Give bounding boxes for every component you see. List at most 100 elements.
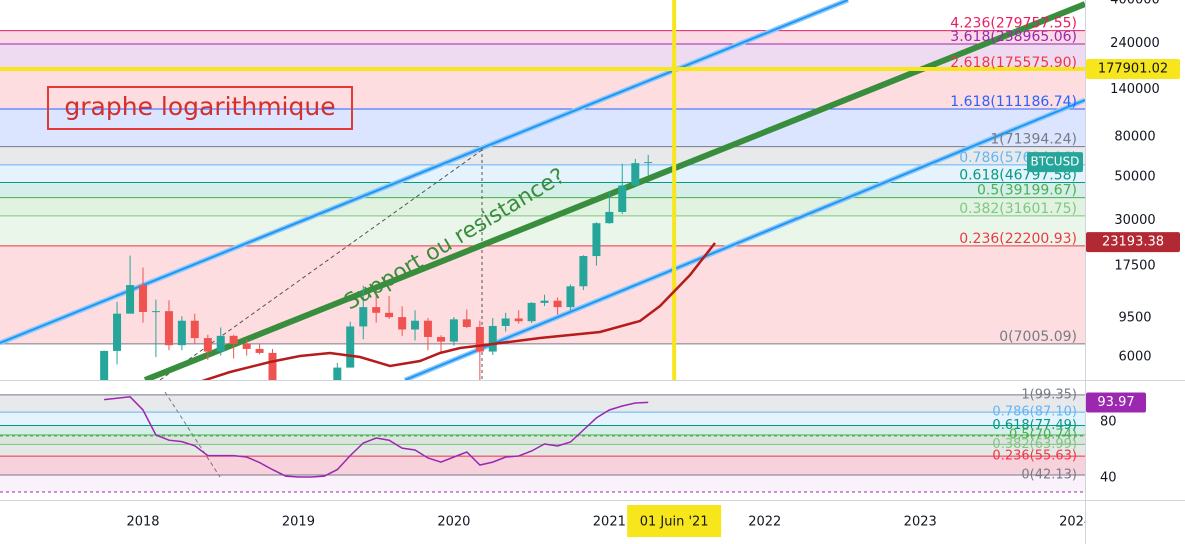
candle-body — [644, 162, 653, 164]
candle-body — [566, 286, 575, 308]
candle-body — [100, 350, 109, 380]
candle-body — [436, 336, 445, 342]
candle-body — [385, 312, 394, 318]
fib-label: 0.786(87.10) — [992, 405, 1077, 420]
x-tick-label: 2019 — [282, 515, 315, 530]
fib-label: 0.618(77.49) — [992, 418, 1077, 433]
candle-body — [190, 320, 199, 339]
candle-body — [475, 326, 484, 352]
candle-body — [229, 335, 238, 344]
fib-label: 1(71394.24) — [990, 132, 1077, 148]
fib-band — [0, 245, 1085, 344]
candle-body — [242, 343, 251, 349]
rsi-value-box — [1086, 392, 1146, 413]
rsi-value-label: 93.97 — [1097, 395, 1134, 410]
candle-body — [449, 319, 458, 342]
fib-band — [0, 146, 1085, 165]
annotation: graphe logarithmique — [64, 92, 335, 121]
candle-body — [411, 320, 420, 330]
candle-body — [177, 320, 186, 346]
y-tick-label: 80 — [1100, 415, 1117, 430]
candle-body — [631, 163, 640, 186]
y-tick-label: 240000 — [1110, 36, 1160, 51]
rsi-line — [104, 396, 649, 478]
candle-body — [618, 185, 627, 212]
price-label: 177901.02 — [1098, 62, 1168, 77]
fib-label: 2.618(175575.90) — [950, 55, 1077, 71]
x-tick-label: 2023 — [904, 515, 937, 530]
y-tick-label: 400000 — [1110, 0, 1160, 8]
candle-body — [113, 313, 122, 351]
fib-band — [0, 30, 1085, 44]
candle-body — [203, 338, 212, 352]
ma-line — [201, 242, 716, 380]
symbol-label: BTCUSD — [1031, 155, 1080, 169]
price-label-box — [1086, 59, 1180, 80]
candle-body — [553, 300, 562, 308]
candle-body — [398, 317, 407, 330]
axes: 400000 240000 140000 80000 50000 30000 17500 95… — [1100, 0, 1160, 486]
candles — [100, 154, 653, 380]
fib-band — [0, 108, 1085, 147]
candle-body — [540, 300, 549, 303]
candle-body — [592, 223, 601, 257]
x-tick-label: 2021 — [593, 515, 626, 530]
fib-band — [0, 182, 1085, 198]
trend-line — [143, 1, 1085, 380]
dashed-line — [159, 149, 483, 380]
y-tick-label: 17500 — [1114, 259, 1155, 274]
fib-band — [0, 434, 1085, 445]
fib-label: 0(42.13) — [1021, 468, 1077, 483]
candle-body — [501, 318, 510, 326]
fib-label: 0.236(55.63) — [992, 449, 1077, 464]
date-marker-box — [627, 505, 722, 537]
candle-body — [514, 318, 523, 322]
fib-label: 3.618(238965.06) — [950, 29, 1077, 45]
moving-average — [201, 242, 716, 380]
fib-band — [0, 164, 1085, 183]
candle-body — [268, 352, 277, 380]
fib-label: 4.236(279757.55) — [950, 16, 1077, 32]
labels: 4.236(279757.55)3.618(238965.06) 2.618(17… — [627, 16, 1180, 537]
candle-body — [462, 319, 471, 327]
y-tick-label: 9500 — [1118, 311, 1151, 326]
x-tick-label: 2020 — [437, 515, 470, 530]
x-tick-label: 2018 — [126, 515, 159, 530]
candle-body — [151, 311, 160, 313]
candle-body — [255, 348, 264, 353]
channel-line — [404, 99, 1085, 380]
symbol-label-box — [1027, 152, 1083, 173]
y-tick-label: 6000 — [1118, 350, 1151, 365]
candle-body — [605, 211, 614, 224]
price-label: 23193.38 — [1102, 235, 1164, 250]
fib-band — [0, 444, 1085, 457]
candle-body — [579, 256, 588, 287]
fib-label: 0.5(70.74) — [1009, 427, 1077, 442]
candle-body — [527, 302, 536, 322]
fib-label: 1(99.35) — [1021, 387, 1077, 402]
candle-body — [359, 307, 368, 327]
annotation-box — [47, 86, 353, 130]
candle-body — [216, 335, 225, 352]
candle-body — [488, 325, 497, 352]
y-tick-label: 80000 — [1114, 129, 1155, 144]
fib-band — [0, 425, 1085, 435]
candle-body — [346, 326, 355, 368]
y-tick-label: 140000 — [1110, 82, 1160, 97]
time-axis: 2018 2019 2020 2021 2022 2023 2024 — [126, 515, 1092, 530]
y-tick-label: 50000 — [1114, 169, 1155, 184]
fib-label: 0.236(22200.93) — [959, 231, 1077, 247]
fib-label: 1.618(111186.74) — [950, 94, 1077, 110]
fib-band — [0, 456, 1085, 476]
candle-body — [423, 320, 432, 337]
fib-label: 0(7005.09) — [999, 329, 1077, 345]
candle-body — [164, 311, 173, 346]
date-marker-label: 01 Juin '21 — [640, 515, 709, 530]
fib-band — [0, 412, 1085, 426]
fib-label: 0.382(31601.75) — [959, 201, 1077, 217]
fib-label: 0.382(63.99) — [992, 437, 1077, 452]
fib-band — [0, 394, 1085, 413]
y-tick-label: 40 — [1100, 471, 1117, 486]
x-tick-label: 2024 — [1059, 515, 1092, 530]
